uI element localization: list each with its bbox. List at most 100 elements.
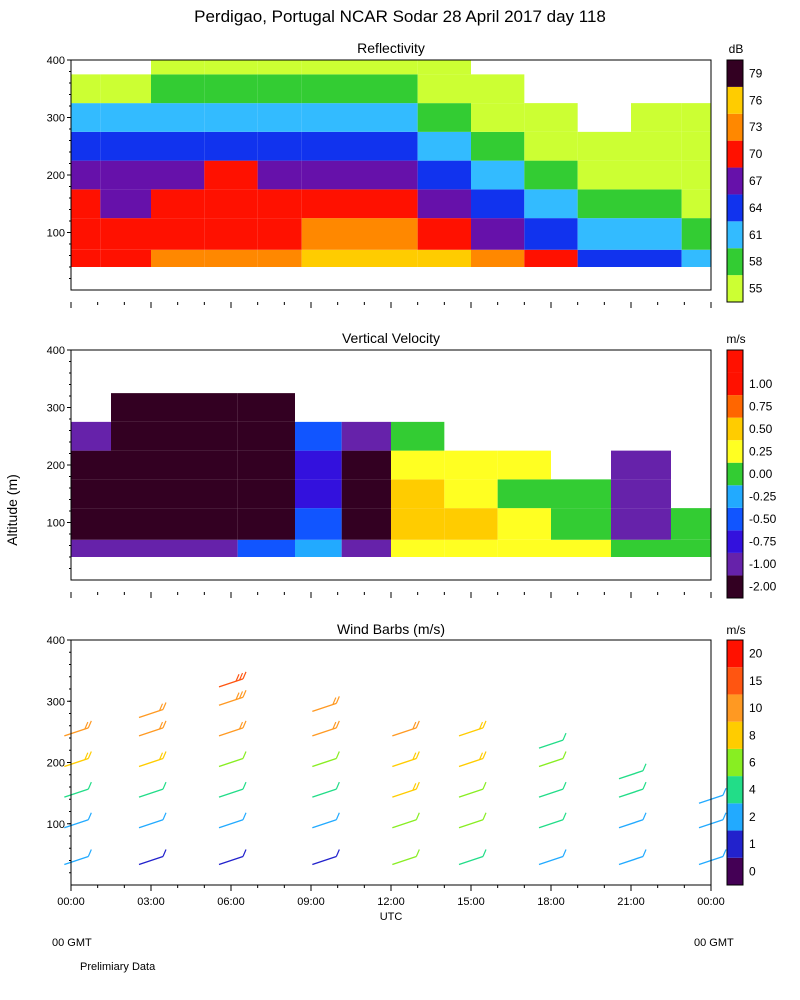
wind-barb-flag [478,721,484,730]
wind-barb [64,727,89,737]
colorbar-swatch [727,350,743,373]
heatmap-cell [417,60,471,75]
wind-barb [538,819,564,829]
colorbar-label: 6 [749,756,756,770]
colorbar-label: 1.00 [749,377,773,391]
colorbar-swatch [727,803,743,831]
wind-barb-flag [478,752,484,760]
wind-barb-flag [415,781,420,790]
colorbar-label: 0.75 [749,399,773,413]
y-tick-label: 300 [47,696,65,708]
wind-barb-flag [482,849,487,857]
wind-barb [312,855,337,866]
wind-barb [138,757,164,768]
heatmap-cell [355,160,418,190]
wind-barb [64,757,89,768]
heatmap-cell [71,189,101,219]
heatmap-cell [681,103,711,132]
wind-barb-flag [242,720,247,729]
wind-barb-flag [562,812,567,820]
heatmap-cell [204,74,258,104]
heatmap-cell [257,160,302,190]
colorbar-swatch [727,113,743,141]
wind-barb-flag [162,751,167,759]
x-tick-label: 15:00 [457,896,485,908]
colorbar-swatch [727,530,743,553]
heatmap-cell [171,393,238,422]
reflectivity-title: Reflectivity [357,40,425,56]
heatmap-cell [71,539,111,557]
colorbar-label: 70 [749,147,763,161]
heatmap-cell [341,479,391,509]
colorbar-swatch [727,552,743,576]
heatmap-cell [301,189,355,219]
colorbar-label: 8 [749,728,756,742]
heatmap-cell [551,479,611,509]
wind-barbs-panel: Wind Barbs (m/s) m/s 00:00 03:00 06:00 09:0… [47,621,763,908]
wind-barb-flag [562,751,567,759]
heatmap-cell [341,508,391,540]
heatmap-cell [391,421,445,451]
wind-barb-flag [482,812,487,820]
heatmap-cell [100,131,151,161]
heatmap-cell [471,218,525,250]
wind-barb [458,819,484,829]
colorbar-swatch [727,575,743,598]
heatmap-cell [204,131,258,161]
heatmap-cell [100,74,151,104]
wind-barb [618,855,644,866]
wind-barb-flag [238,721,244,730]
wind-barb [618,819,644,829]
wind-barb-flag [158,721,164,730]
wind-barb [138,727,164,737]
colorbar-frame [726,639,744,886]
y-tick-label: 400 [47,55,65,67]
x-axis-label: UTC [380,911,403,923]
wind-barb-flag [722,812,727,820]
heatmap-cell [100,189,151,219]
heatmap-cell [391,508,445,540]
wind-barb-flag [562,732,567,741]
heatmap-cell [631,131,682,161]
heatmap-cell [111,450,171,480]
heatmap-cell [111,508,171,540]
heatmap-cell [151,249,205,267]
wind-barb-flag [412,752,417,760]
heatmap-cell [171,421,238,451]
colorbar-label: -0.75 [749,535,777,549]
x-tick-label: 18:00 [537,896,565,908]
heatmap-cell [111,421,171,451]
wind-barb [618,770,644,780]
wind-barb-flag [642,781,647,790]
heatmap-cell [257,249,302,267]
heatmap-cell [471,160,525,190]
wind-barb-flag [332,697,337,705]
wind-barb [458,727,484,737]
wind-barb [458,788,484,798]
wind-barb [138,708,164,719]
wind-barb [218,696,244,706]
wind-barb-flag [242,849,247,857]
wind-barb-flag [242,751,247,759]
y-tick-label: 100 [47,819,65,831]
heatmap-cell [301,74,355,104]
heatmap-cell [471,131,525,161]
colorbar-swatch [727,372,743,396]
heatmap-cell [444,539,498,557]
wind-barb [538,757,564,768]
wind-barb-flag [87,849,92,857]
colorbar-swatch [727,440,743,463]
heatmap-cell [151,103,205,132]
heatmap-cell [257,103,302,132]
wind-barb [138,819,164,829]
colorbar-label: 20 [749,647,763,661]
heatmap-cell [100,218,151,250]
colorbar-label: 0.50 [749,422,773,436]
colorbar-label: 0.25 [749,444,773,458]
colorbar-swatch [727,667,743,695]
y-tick-label: 200 [47,170,65,182]
heatmap-cell [301,103,355,132]
colorbar-frame [726,349,744,599]
heatmap-cell [257,189,302,219]
